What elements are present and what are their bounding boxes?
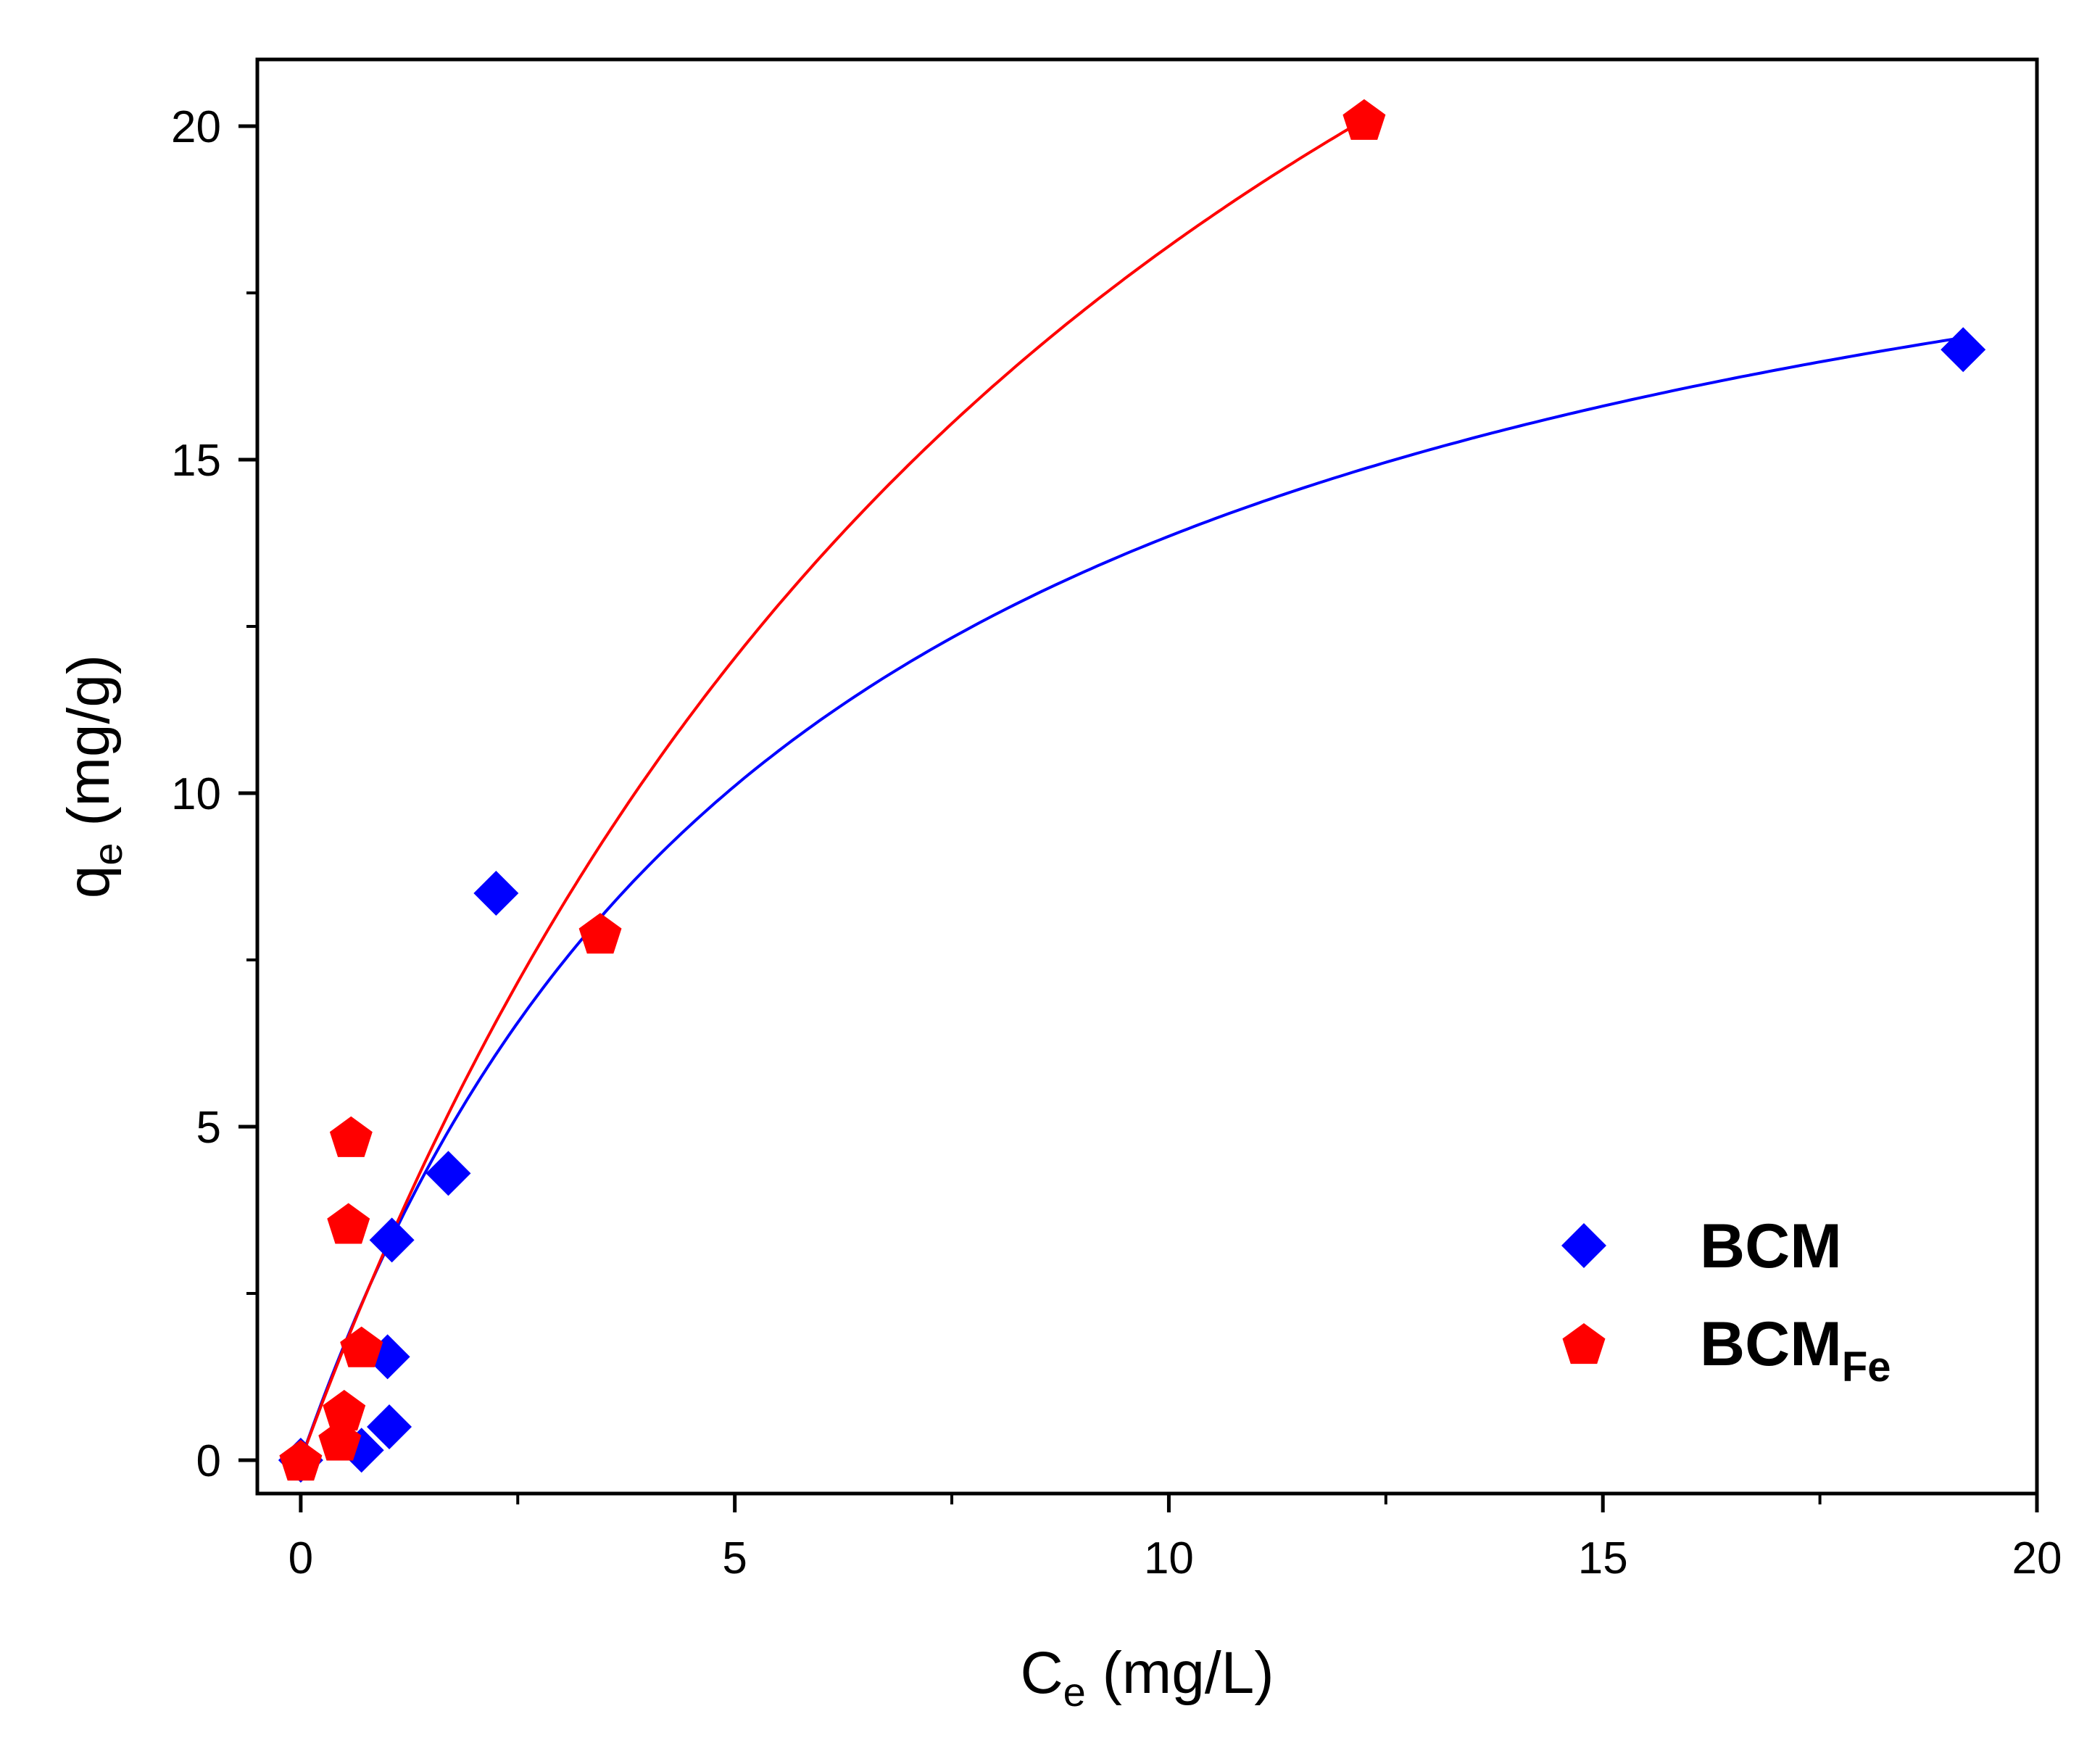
x-tick-label: 15 <box>1578 1533 1628 1583</box>
y-axis-title-unit: (mg/g) <box>56 655 122 843</box>
y-tick-label: 5 <box>196 1103 221 1153</box>
x-tick-label: 20 <box>2012 1533 2062 1583</box>
y-tick-label: 15 <box>171 436 221 486</box>
y-tick-label: 10 <box>171 769 221 819</box>
x-axis-title-main: C <box>1020 1640 1063 1706</box>
y-tick-label: 20 <box>171 102 221 152</box>
x-axis-title-sub: e <box>1063 1669 1086 1715</box>
x-tick-label: 5 <box>722 1533 747 1583</box>
legend-label-main: BCM <box>1700 1212 1842 1281</box>
y-tick-label: 0 <box>196 1436 221 1486</box>
x-tick-label: 10 <box>1144 1533 1194 1583</box>
x-axis-title: Ce (mg/L) <box>1020 1640 1274 1715</box>
legend-label-sub: Fe <box>1842 1343 1891 1391</box>
y-axis-title-main: q <box>56 866 122 899</box>
legend-label-bcm: BCM <box>1700 1212 1842 1281</box>
y-axis-title-sub: e <box>85 842 130 865</box>
chart: 0 5 10 15 20 05101520 Ce (mg/L) qe (mg/g) BC… <box>0 0 2100 1756</box>
legend-label-main: BCM <box>1700 1309 1842 1379</box>
x-axis-title-unit: (mg/L) <box>1086 1640 1274 1706</box>
x-tick-label: 0 <box>289 1533 313 1583</box>
